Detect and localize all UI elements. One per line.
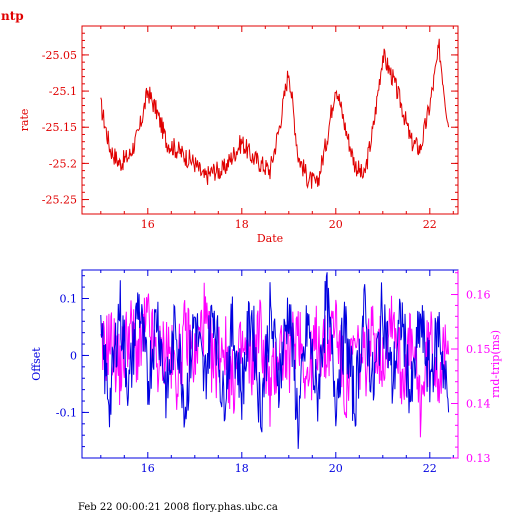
y2-axis-label: rnd-trip(ms) [489, 330, 502, 398]
y2-tick-label: 0.13 [466, 452, 491, 465]
offset-chart: 16 18 20 22 -0.1 0 0.1 Offset 0.13 0.14 0.15 0.16 rn… [30, 269, 502, 475]
rnd-trip-line [100, 282, 450, 438]
y-tick-label: 0 [70, 349, 77, 362]
rate-chart: 16 18 20 22 -25.25 -25.2 -25.15 -25.1 -25.05 rate… [18, 25, 459, 245]
y-tick-label: -25.05 [42, 49, 77, 62]
offset-line [100, 272, 450, 449]
x-tick-label: 20 [329, 462, 343, 475]
y2-tick-label: 0.16 [466, 289, 491, 302]
y-axis-label: rate [18, 109, 31, 132]
y-tick-label: -25.25 [42, 194, 77, 207]
x-axis-label: Date [257, 232, 283, 245]
x-tick-label: 18 [235, 218, 249, 231]
y-tick-label: -25.1 [49, 85, 77, 98]
plot-frame [81, 25, 459, 215]
x-tick-label: 22 [423, 218, 437, 231]
x-tick-label: 22 [423, 462, 437, 475]
page-title: ntp [1, 9, 24, 23]
y-axis-label: Offset [30, 347, 43, 381]
y2-tick-label: 0.14 [466, 398, 491, 411]
y-tick-label: -25.15 [42, 121, 77, 134]
y-tick-label: -25.2 [49, 157, 77, 170]
y2-tick-label: 0.15 [466, 343, 491, 356]
x-tick-label: 16 [141, 218, 155, 231]
x-tick-label: 18 [235, 462, 249, 475]
footer-timestamp: Feb 22 00:00:21 2008 flory.phas.ubc.ca [78, 502, 278, 512]
y-tick-label: 0.1 [60, 292, 78, 305]
y-tick-label: -0.1 [56, 406, 77, 419]
rate-line [100, 38, 450, 190]
x-tick-label: 16 [141, 462, 155, 475]
x-tick-label: 20 [329, 218, 343, 231]
